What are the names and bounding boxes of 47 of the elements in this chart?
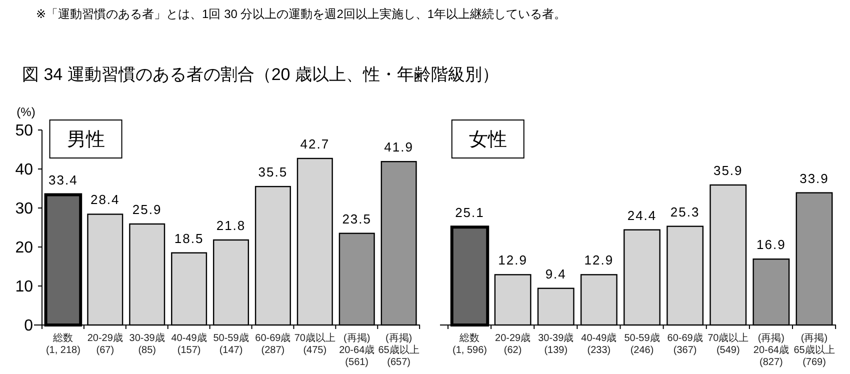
data-label: 33.4 — [48, 172, 78, 188]
x-tick-label: 40-49歳 (157) — [171, 332, 207, 356]
data-label: 33.9 — [800, 170, 829, 186]
data-label: 21.8 — [216, 218, 246, 233]
x-tick-label: 70歳以上 (475) — [294, 332, 336, 356]
x-tick-label: 総数 (1, 596) — [452, 332, 487, 356]
x-tick-label: (再掲) 20-64歳 (827) — [753, 332, 789, 368]
x-tick-label: 30-39歳 (139) — [538, 332, 574, 356]
data-label: 41.9 — [384, 140, 414, 155]
x-tick-label: 60-69歳 (287) — [255, 332, 291, 356]
data-label: 23.5 — [342, 211, 372, 226]
x-tick-label: 50-59歳 (246) — [624, 332, 660, 356]
y-axis-title: (%) — [16, 105, 36, 119]
data-label: 25.1 — [455, 205, 484, 220]
x-tick-label: (再掲) 20-64歳 (561) — [339, 332, 375, 368]
data-label: 35.9 — [713, 162, 743, 178]
data-label: 12.9 — [498, 252, 528, 268]
y-tick-label: 10 — [15, 278, 34, 296]
x-tick-label: 70歳以上 (549) — [708, 332, 749, 356]
chart-subtitle: 男性 — [66, 130, 105, 151]
x-tick-label: 20-29歳 (67) — [87, 332, 123, 356]
data-label: 42.7 — [300, 136, 330, 152]
data-label: 16.9 — [756, 237, 786, 252]
y-tick-label: 30 — [15, 200, 34, 218]
data-label: 25.9 — [132, 202, 162, 217]
y-tick-label: 20 — [15, 240, 34, 257]
x-tick-label: (再掲) 65歳以上 (657) — [378, 332, 420, 368]
chart-title: 図 34 運動習慣のある者の割合（20 歳以上、性・年齢階級別） — [22, 65, 499, 84]
x-tick-label: 40-49歳 (233) — [581, 332, 617, 356]
data-label: 18.5 — [174, 230, 204, 246]
x-tick-label: 30-39歳 (85) — [129, 332, 165, 356]
data-label: 12.9 — [584, 252, 614, 268]
data-label: 25.3 — [670, 204, 700, 220]
chart-subtitle: 女性 — [468, 130, 507, 151]
x-tick-label: 20-29歳 (62) — [495, 332, 531, 356]
x-tick-label: 50-59歳 (147) — [213, 332, 249, 356]
data-label: 35.5 — [258, 164, 288, 180]
data-label: 9.4 — [545, 266, 566, 282]
data-label: 28.4 — [90, 192, 120, 208]
x-tick-label: (再掲) 65歳以上 (769) — [794, 332, 835, 368]
x-tick-label: 60-69歳 (367) — [667, 332, 703, 356]
y-tick-label: 40 — [15, 162, 34, 179]
x-tick-label: 総数 (1, 218) — [46, 332, 80, 356]
data-label: 24.4 — [627, 208, 657, 223]
y-tick-label: 0 — [24, 318, 34, 335]
y-tick-label: 50 — [15, 122, 34, 140]
text: ※「運動習慣のある者」とは、1回 30 分以上の運動を週2回以上実施し、1年以上継続している者。 — [36, 7, 566, 21]
